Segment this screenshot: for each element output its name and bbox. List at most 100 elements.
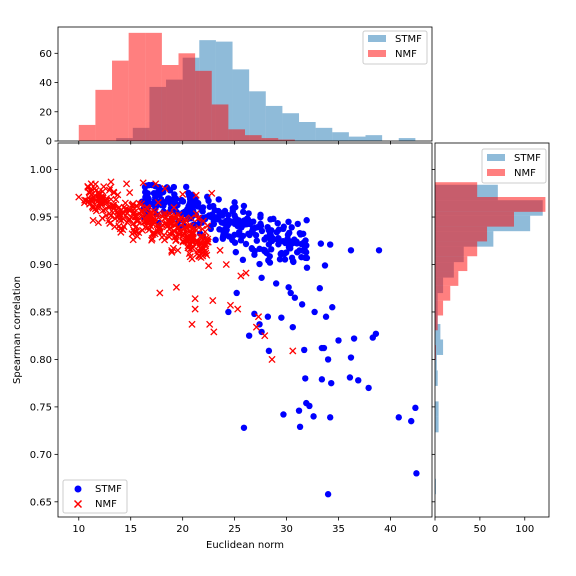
x-marker-stroke: [182, 216, 190, 225]
scatter-point-nmf: [289, 347, 297, 355]
scatter-point-stmf: [239, 256, 247, 264]
scatter-point-stmf: [231, 212, 238, 219]
hist-bar-nmf: [435, 226, 488, 242]
scatter-point-stmf: [395, 414, 402, 421]
scatter-point-stmf: [188, 198, 195, 205]
scatter-point-nmf: [202, 249, 210, 257]
x-marker-stroke: [222, 260, 230, 269]
hist-bar-nmf: [261, 138, 279, 141]
x-marker-stroke: [168, 248, 176, 256]
x-marker-stroke: [116, 225, 124, 233]
x-marker-stroke: [94, 219, 102, 227]
x-marker-stroke: [123, 180, 131, 188]
scatter-point-nmf: [119, 209, 127, 217]
scatter-point-stmf: [277, 250, 285, 258]
scatter-point-nmf: [120, 203, 128, 211]
scatter-point-nmf: [261, 332, 269, 340]
hist-bar-stmf: [348, 136, 366, 141]
x-marker-stroke: [199, 233, 207, 241]
scatter-point-stmf: [235, 217, 242, 224]
x-marker-stroke: [189, 228, 198, 237]
scatter-point-nmf: [198, 225, 206, 233]
x-marker-stroke: [104, 203, 112, 211]
scatter-point-nmf: [95, 191, 103, 199]
scatter-point-stmf: [261, 248, 268, 255]
scatter-point-nmf: [216, 246, 224, 254]
y-tick-label: 0: [46, 137, 52, 148]
scatter-point-stmf: [232, 204, 239, 211]
scatter-point-nmf: [165, 229, 174, 238]
x-marker-stroke: [152, 180, 160, 188]
top-histogram-panel: 0 20 40 60: [39, 26, 433, 148]
scatter-point-stmf: [267, 216, 274, 223]
scatter-point-stmf: [251, 251, 258, 258]
x-marker-stroke: [161, 185, 169, 193]
scatter-point-stmf: [288, 224, 295, 231]
scatter-point-nmf: [107, 178, 115, 186]
x-marker-stroke: [132, 228, 140, 236]
x-tick-label: 40: [384, 524, 397, 535]
scatter-point-nmf: [172, 236, 180, 244]
x-marker-stroke: [96, 194, 104, 202]
scatter-point-nmf: [226, 301, 235, 309]
x-tick-label: 10: [72, 524, 85, 535]
scatter-point-nmf: [139, 179, 147, 187]
hist-bar-nmf: [195, 70, 212, 141]
x-tick-label: 20: [176, 524, 189, 535]
x-marker-stroke: [109, 203, 117, 211]
scatter-point-nmf: [129, 236, 137, 244]
scatter-point-stmf: [215, 196, 222, 203]
scatter-point-nmf: [128, 230, 136, 238]
scatter-point-stmf: [302, 375, 309, 382]
hist-bar-nmf: [211, 104, 229, 141]
scatter-point-stmf: [276, 256, 284, 263]
scatter-point-nmf: [117, 228, 125, 236]
hist-bar-stmf: [435, 416, 439, 433]
x-marker-stroke: [115, 212, 123, 220]
right-hist-frame: [434, 142, 550, 518]
x-marker-stroke: [203, 238, 211, 246]
hist-bar-nmf: [112, 60, 129, 141]
scatter-point-stmf: [296, 423, 304, 431]
y-tick-label: 0.70: [30, 450, 52, 461]
scatter-point-nmf: [124, 217, 133, 225]
scatter-point-nmf: [268, 355, 276, 363]
scatter-point-stmf: [242, 240, 250, 248]
scatter-point-stmf: [210, 220, 218, 228]
x-marker-stroke: [198, 225, 206, 233]
scatter-point-nmf: [105, 186, 113, 194]
x-marker-stroke: [86, 200, 94, 208]
x-marker-stroke: [161, 236, 169, 244]
x-marker-stroke: [186, 227, 194, 235]
top-hist-legend: STMF NMF: [362, 30, 428, 65]
x-marker-stroke: [192, 210, 200, 218]
x-marker-stroke: [119, 209, 127, 217]
scatter-point-stmf: [166, 187, 174, 194]
x-marker-stroke: [129, 219, 137, 228]
y-tick-label: 0.65: [30, 497, 52, 508]
x-marker-stroke: [171, 233, 179, 241]
x-marker-stroke: [149, 230, 157, 238]
x-marker-stroke: [107, 178, 115, 186]
scatter-point-stmf: [326, 414, 334, 421]
x-marker-stroke: [170, 227, 179, 235]
scatter-point-nmf: [191, 225, 199, 233]
scatter-point-stmf: [280, 225, 287, 233]
x-marker-stroke: [128, 230, 136, 238]
scatter-point-nmf: [138, 226, 147, 234]
hist-bar-stmf: [265, 105, 283, 141]
legend-label-stmf: STMF: [95, 484, 122, 495]
scatter-point-nmf: [133, 202, 141, 210]
x-tick-label: 35: [332, 524, 345, 535]
scatter-point-stmf: [267, 246, 275, 253]
hist-bar-nmf: [435, 271, 459, 286]
scatter-point-stmf: [412, 404, 419, 412]
x-marker-stroke: [204, 238, 212, 246]
scatter-point-nmf: [113, 208, 121, 216]
scatter-point-stmf: [355, 377, 362, 384]
scatter-point-nmf: [179, 190, 187, 198]
x-marker-stroke: [147, 218, 155, 226]
scatter-point-stmf: [408, 417, 415, 425]
x-marker-stroke: [94, 203, 102, 212]
x-marker-stroke: [144, 205, 152, 213]
